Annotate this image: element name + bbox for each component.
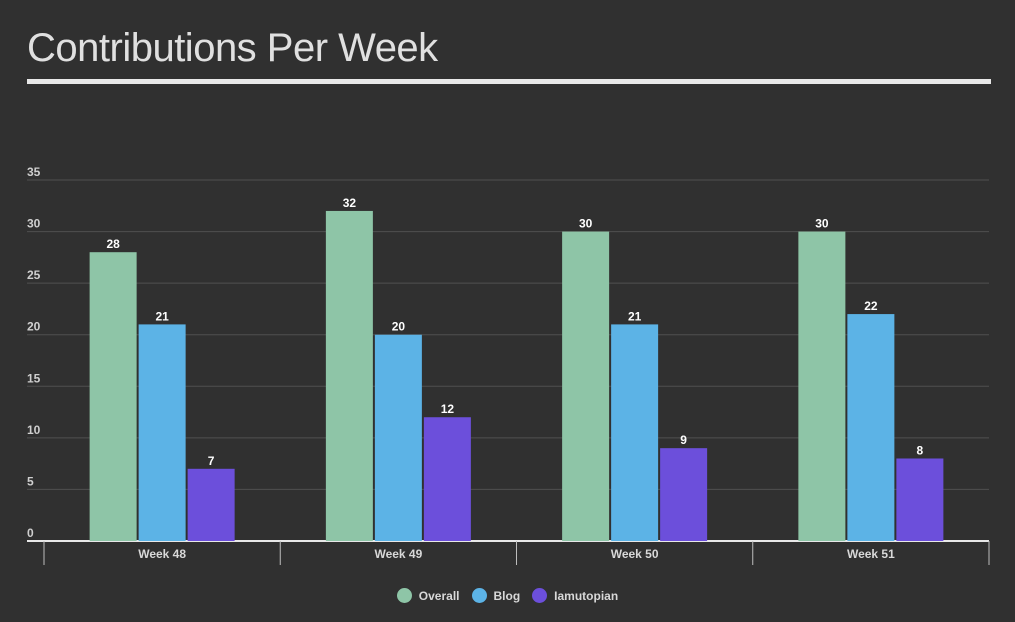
data-label: 32 bbox=[343, 196, 357, 210]
data-label: 9 bbox=[680, 433, 687, 447]
data-label: 21 bbox=[628, 309, 642, 323]
bar-iamutopian bbox=[660, 448, 708, 541]
data-label: 20 bbox=[392, 320, 406, 334]
chart-title: Contributions Per Week bbox=[27, 26, 438, 70]
y-tick-label: 30 bbox=[27, 217, 41, 231]
bar-blog bbox=[138, 324, 186, 541]
bar-blog bbox=[611, 324, 659, 541]
title-underline bbox=[27, 79, 991, 84]
data-label: 7 bbox=[208, 454, 215, 468]
y-tick-label: 0 bbox=[27, 526, 34, 540]
y-tick-label: 35 bbox=[27, 165, 41, 179]
bar-blog bbox=[374, 334, 422, 541]
x-tick-label: Week 49 bbox=[374, 547, 422, 561]
y-tick-label: 20 bbox=[27, 320, 41, 334]
data-label: 30 bbox=[579, 217, 593, 231]
y-tick-label: 10 bbox=[27, 423, 41, 437]
y-tick-label: 5 bbox=[27, 474, 34, 488]
bar-overall bbox=[89, 252, 137, 541]
legend-swatch-blog bbox=[471, 588, 487, 603]
x-tick-label: Week 51 bbox=[847, 547, 895, 561]
x-tick-label: Week 50 bbox=[611, 547, 659, 561]
data-label: 30 bbox=[815, 217, 829, 231]
data-label: 8 bbox=[917, 443, 924, 457]
legend-item-iamutopian[interactable]: Iamutopian bbox=[532, 588, 618, 603]
bar-overall bbox=[798, 231, 846, 542]
legend-label-blog: Blog bbox=[493, 588, 521, 603]
legend-item-overall[interactable]: Overall bbox=[396, 588, 460, 603]
bar-overall bbox=[562, 231, 610, 542]
data-label: 22 bbox=[864, 299, 878, 313]
x-tick-label: Week 48 bbox=[138, 547, 186, 561]
chart-legend: Overall Blog Iamutopian bbox=[0, 588, 1015, 603]
data-label: 21 bbox=[155, 309, 169, 323]
bar-iamutopian bbox=[896, 458, 944, 541]
legend-label-overall: Overall bbox=[418, 588, 460, 603]
y-tick-label: 25 bbox=[27, 268, 41, 282]
bar-overall bbox=[325, 210, 373, 541]
bar-iamutopian bbox=[423, 417, 471, 541]
y-tick-label: 15 bbox=[27, 371, 41, 385]
data-label: 28 bbox=[106, 237, 120, 251]
legend-item-blog[interactable]: Blog bbox=[471, 588, 521, 603]
legend-swatch-overall bbox=[396, 588, 412, 603]
legend-label-iamutopian: Iamutopian bbox=[554, 588, 619, 603]
data-label: 12 bbox=[441, 402, 455, 416]
bar-iamutopian bbox=[187, 468, 235, 541]
legend-swatch-iamutopian bbox=[532, 588, 548, 603]
bar-blog bbox=[847, 314, 895, 541]
